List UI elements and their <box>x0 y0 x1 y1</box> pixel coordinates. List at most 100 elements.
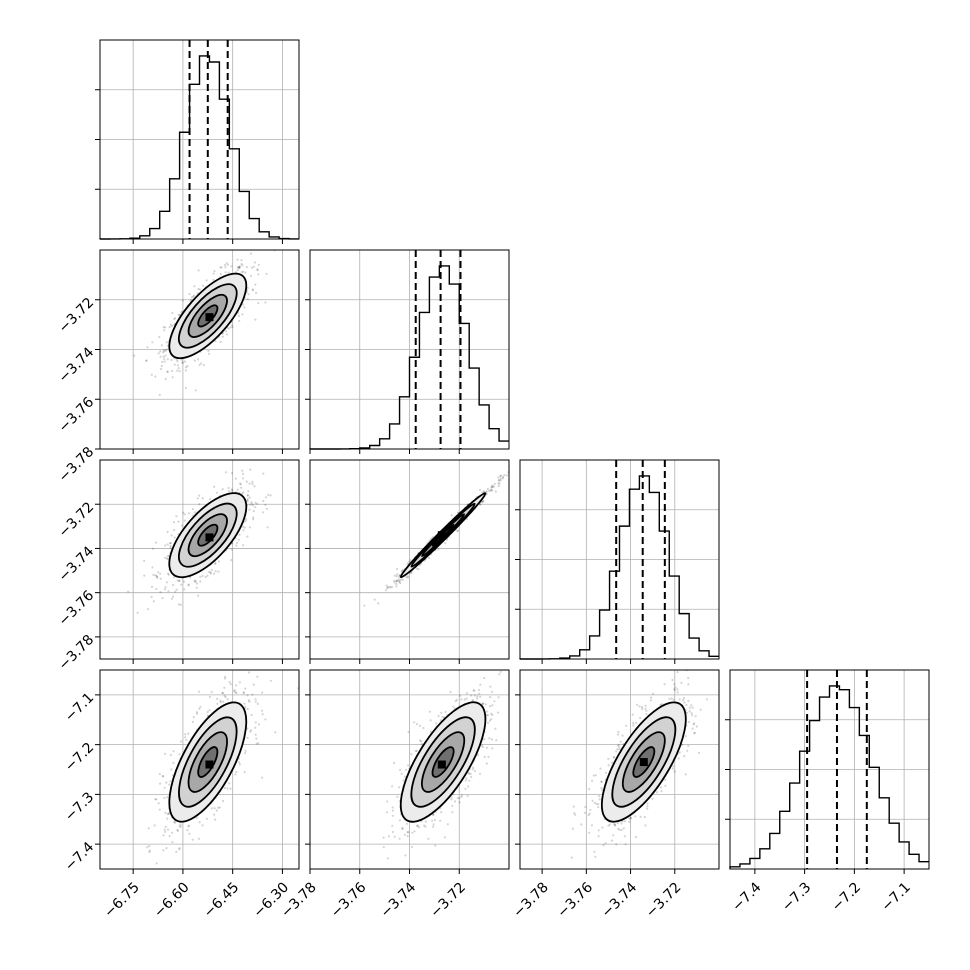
sample-point <box>158 782 162 785</box>
hist-panel-3 <box>519 459 720 660</box>
sample-point <box>179 825 182 828</box>
sample-point <box>261 511 265 514</box>
sample-point <box>395 582 398 586</box>
sample-point <box>155 798 158 801</box>
sample-point <box>225 262 228 265</box>
sample-point <box>199 705 202 708</box>
sample-point <box>192 295 195 298</box>
sample-point <box>695 725 698 728</box>
sample-point <box>684 773 687 776</box>
sample-point <box>169 542 172 545</box>
sample-point <box>219 266 222 269</box>
pair-content <box>100 250 299 449</box>
sample-point <box>407 831 410 834</box>
sample-point <box>486 714 490 717</box>
sample-point <box>261 691 264 694</box>
sample-point <box>223 677 227 680</box>
sample-point <box>219 701 222 704</box>
sample-point <box>497 478 501 481</box>
sample-point <box>245 480 248 483</box>
sample-point <box>492 485 495 488</box>
sample-point <box>664 784 667 787</box>
sample-point <box>252 683 255 686</box>
sample-point <box>650 696 653 699</box>
sample-point <box>428 710 431 713</box>
sample-point <box>403 775 406 778</box>
sample-point <box>619 740 622 743</box>
sample-point <box>262 499 265 503</box>
sample-point <box>178 847 181 850</box>
contour-level-2 <box>178 502 238 568</box>
sample-point <box>246 499 249 502</box>
sample-point <box>391 830 394 834</box>
sample-point <box>433 818 437 822</box>
sample-point <box>243 306 246 309</box>
sample-point <box>490 738 494 741</box>
sample-point <box>246 736 249 739</box>
sample-point <box>163 828 166 831</box>
sample-point <box>490 486 493 489</box>
sample-point <box>386 800 389 803</box>
sample-point <box>489 489 492 492</box>
sample-point <box>437 548 440 551</box>
sample-point <box>254 283 257 286</box>
sample-point <box>169 544 172 548</box>
sample-point <box>500 663 502 665</box>
sample-point <box>160 364 163 368</box>
contour-level-3 <box>421 731 466 793</box>
sample-point <box>244 517 248 521</box>
sample-point <box>681 743 684 746</box>
sample-point <box>165 341 168 344</box>
sample-point <box>471 699 474 702</box>
sample-point <box>440 811 443 814</box>
sample-point <box>479 695 482 698</box>
sample-point <box>678 751 681 754</box>
pair-panel-r4-c3 <box>519 669 727 870</box>
sample-point <box>481 500 485 503</box>
sample-point <box>164 349 167 352</box>
sample-point <box>382 846 385 849</box>
sample-point <box>485 746 488 749</box>
sample-point <box>501 476 505 479</box>
sample-point <box>164 830 167 833</box>
sample-point <box>148 850 151 854</box>
sample-point <box>491 713 494 717</box>
sample-point <box>458 797 461 800</box>
sample-point <box>471 768 474 771</box>
sample-point <box>155 862 158 865</box>
sample-point <box>242 303 245 306</box>
sample-point <box>176 829 179 833</box>
sample-point <box>241 313 244 316</box>
contour-level-4 <box>431 746 455 778</box>
sample-point <box>409 559 412 562</box>
sample-point <box>399 582 402 585</box>
sample-point <box>449 690 452 694</box>
sample-point <box>498 479 501 482</box>
sample-point <box>246 494 249 497</box>
sample-point <box>458 801 461 804</box>
sample-point <box>167 590 170 593</box>
sample-point <box>159 350 162 353</box>
sample-point <box>458 694 462 697</box>
sample-point <box>221 692 224 695</box>
sample-point <box>406 575 409 578</box>
sample-point <box>456 797 459 800</box>
sample-point <box>486 487 489 490</box>
sample-point <box>173 528 176 532</box>
contour-level-2 <box>178 716 238 808</box>
sample-point <box>494 727 497 730</box>
sample-point <box>164 378 167 381</box>
sample-point <box>237 314 241 318</box>
sample-point <box>242 529 245 532</box>
sample-point <box>221 691 224 695</box>
sample-point <box>214 340 217 343</box>
sample-point <box>486 721 490 724</box>
sample-point <box>223 786 226 790</box>
sample-point <box>481 491 484 494</box>
sample-point <box>468 772 471 775</box>
sample-point <box>617 743 620 746</box>
sample-point <box>166 557 170 561</box>
contour-level-1 <box>168 492 248 579</box>
sample-point <box>217 570 220 573</box>
sample-point <box>725 669 727 671</box>
